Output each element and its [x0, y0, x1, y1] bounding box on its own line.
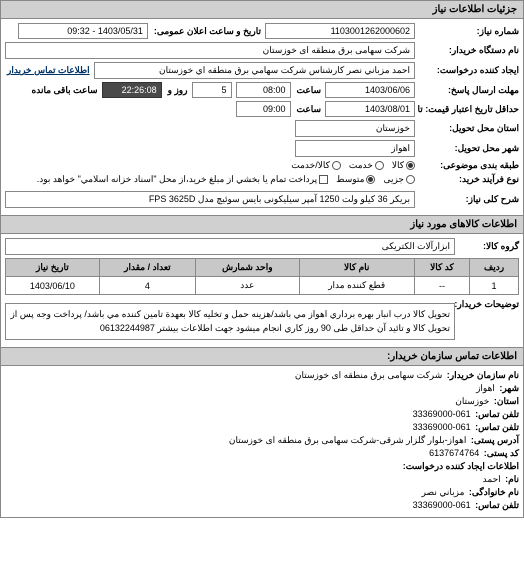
table-col-header: نام کالا: [299, 259, 414, 277]
c-phone: 061-33369000: [413, 409, 471, 419]
c-postal: 6137674764: [429, 448, 479, 458]
creator-value: احمد مزباني نصر کارشناس شرکت سهامي برق م…: [94, 62, 415, 79]
org-name-label: نام دستگاه خریدار:: [419, 45, 519, 56]
city-value: اهواز: [295, 140, 415, 157]
deadline-date: 1403/06/06: [325, 82, 415, 98]
subject-type-group: کالا خدمت کالا/خدمت: [291, 160, 415, 171]
deadline-time: 08:00: [236, 82, 291, 98]
need-title-label: شرح کلی نیاز:: [419, 194, 519, 205]
items-header: اطلاعات کالاهای مورد نیاز: [1, 215, 523, 234]
c-family-label: نام خانوادگی:: [467, 487, 519, 497]
c-addr-label: آدرس پستی:: [469, 435, 519, 445]
c-addr: اهواز-بلوار گلزار شرقی-شرکت سهامی برق من…: [229, 435, 466, 445]
proc-note-label: پرداخت تمام يا بخشي از مبلغ خريد،از محل …: [37, 174, 317, 185]
table-cell: 1403/06/10: [6, 277, 100, 295]
buyer-notes-label: توضیحات خریدار:: [459, 299, 519, 310]
c-phone2-label: تلفن تماس:: [473, 500, 519, 510]
buyer-notes: تحويل كالا درب انبار بهره برداري اهواز م…: [5, 303, 455, 340]
radio-goods[interactable]: کالا: [392, 160, 415, 171]
table-col-header: کد کالا: [414, 259, 469, 277]
org-name-value: شرکت سهامی برق منطقه ای خوزستان: [5, 42, 415, 59]
province-label: استان محل تحویل:: [419, 123, 519, 134]
validity-date: 1403/08/01: [325, 101, 415, 117]
check-note[interactable]: پرداخت تمام يا بخشي از مبلغ خريد،از محل …: [37, 174, 328, 185]
need-title-value: بریکر 36 کیلو ولت 1250 آمپر سیلیکونی بای…: [5, 191, 415, 208]
table-col-header: واحد شمارش: [196, 259, 299, 277]
req-no-label: شماره نیاز:: [419, 26, 519, 37]
c-name-label: نام:: [503, 474, 519, 484]
table-row: 1--قطع كننده مدارعدد41403/06/10: [6, 277, 519, 295]
items-table: ردیفکد کالانام کالاواحد شمارشتعداد / مقد…: [5, 258, 519, 295]
remaining-days: 5: [192, 82, 232, 98]
validity-label: حداقل تاریخ اعتبار قیمت: تا تاریخ:: [419, 104, 519, 115]
c-phone-label: تلفن تماس:: [473, 409, 519, 419]
section-header: جزئیات اطلاعات نیاز: [1, 1, 523, 19]
buy-process-label: نوع فرآیند خرید:: [419, 174, 519, 185]
city-label: شهر محل تحویل:: [419, 143, 519, 154]
table-cell: قطع كننده مدار: [299, 277, 414, 295]
table-col-header: ردیف: [470, 259, 519, 277]
table-col-header: تاریخ نیاز: [6, 259, 100, 277]
radio-goods-service-label: کالا/خدمت: [291, 160, 330, 171]
radio-small[interactable]: جزیی: [383, 174, 415, 185]
remaining-suffix: ساعت باقی مانده: [30, 85, 98, 96]
c-org-label: نام سازمان خریدار:: [445, 370, 519, 380]
c-province-label: استان:: [492, 396, 519, 406]
c-name: احمد: [483, 474, 501, 484]
req-no-value: 1103001262000602: [265, 23, 415, 39]
remaining-time: 22:26:08: [102, 82, 162, 98]
radio-small-label: جزیی: [383, 174, 404, 185]
time-label-1: ساعت: [295, 85, 322, 96]
contact-link[interactable]: اطلاعات تماس خریدار: [5, 65, 90, 76]
radio-medium[interactable]: متوسط: [336, 174, 375, 185]
pub-date-label: تاریخ و ساعت اعلان عمومی:: [152, 26, 261, 37]
time-label-2: ساعت: [295, 104, 322, 115]
c-postal-label: کد پستی:: [482, 448, 519, 458]
radio-service-label: خدمت: [349, 160, 373, 171]
table-cell: 4: [99, 277, 195, 295]
pub-date-value: 1403/05/31 - 09:32: [18, 23, 148, 39]
c-org: شرکت سهامی برق منطقه ای خوزستان: [295, 370, 442, 380]
table-cell: عدد: [196, 277, 299, 295]
c-city: اهواز: [476, 383, 495, 393]
table-cell: 1: [470, 277, 519, 295]
radio-goods-service[interactable]: کالا/خدمت: [291, 160, 341, 171]
c-province: خوزستان: [455, 396, 489, 406]
deadline-label: مهلت ارسال پاسخ:: [419, 85, 519, 96]
c-phone2: 061-33369000: [413, 500, 471, 510]
c-city-label: شهر:: [497, 383, 519, 393]
validity-time: 09:00: [236, 101, 291, 117]
creator-label: ایجاد کننده درخواست:: [419, 65, 519, 76]
group-label: گروه کالا:: [459, 241, 519, 252]
table-cell: --: [414, 277, 469, 295]
table-col-header: تعداد / مقدار: [99, 259, 195, 277]
remaining-days-label: روز و: [166, 85, 188, 96]
c-family: مزباني نصر: [422, 487, 465, 497]
group-value: ابزارآلات الکتریکی: [5, 238, 455, 255]
c-fax: 061-33369000: [413, 422, 471, 432]
radio-medium-label: متوسط: [336, 174, 364, 185]
subject-type-label: طبقه بندی موضوعی:: [419, 160, 519, 171]
contact-header: اطلاعات تماس سازمان خریدار:: [1, 347, 523, 366]
province-value: خوزستان: [295, 120, 415, 137]
c-fax-label: تلفن تماس:: [473, 422, 519, 432]
radio-service[interactable]: خدمت: [349, 160, 384, 171]
buy-process-group: جزیی متوسط پرداخت تمام يا بخشي از مبلغ خ…: [37, 174, 415, 185]
c-creator-section: اطلاعات ایجاد کننده درخواست:: [401, 461, 519, 471]
radio-goods-label: کالا: [392, 160, 404, 171]
